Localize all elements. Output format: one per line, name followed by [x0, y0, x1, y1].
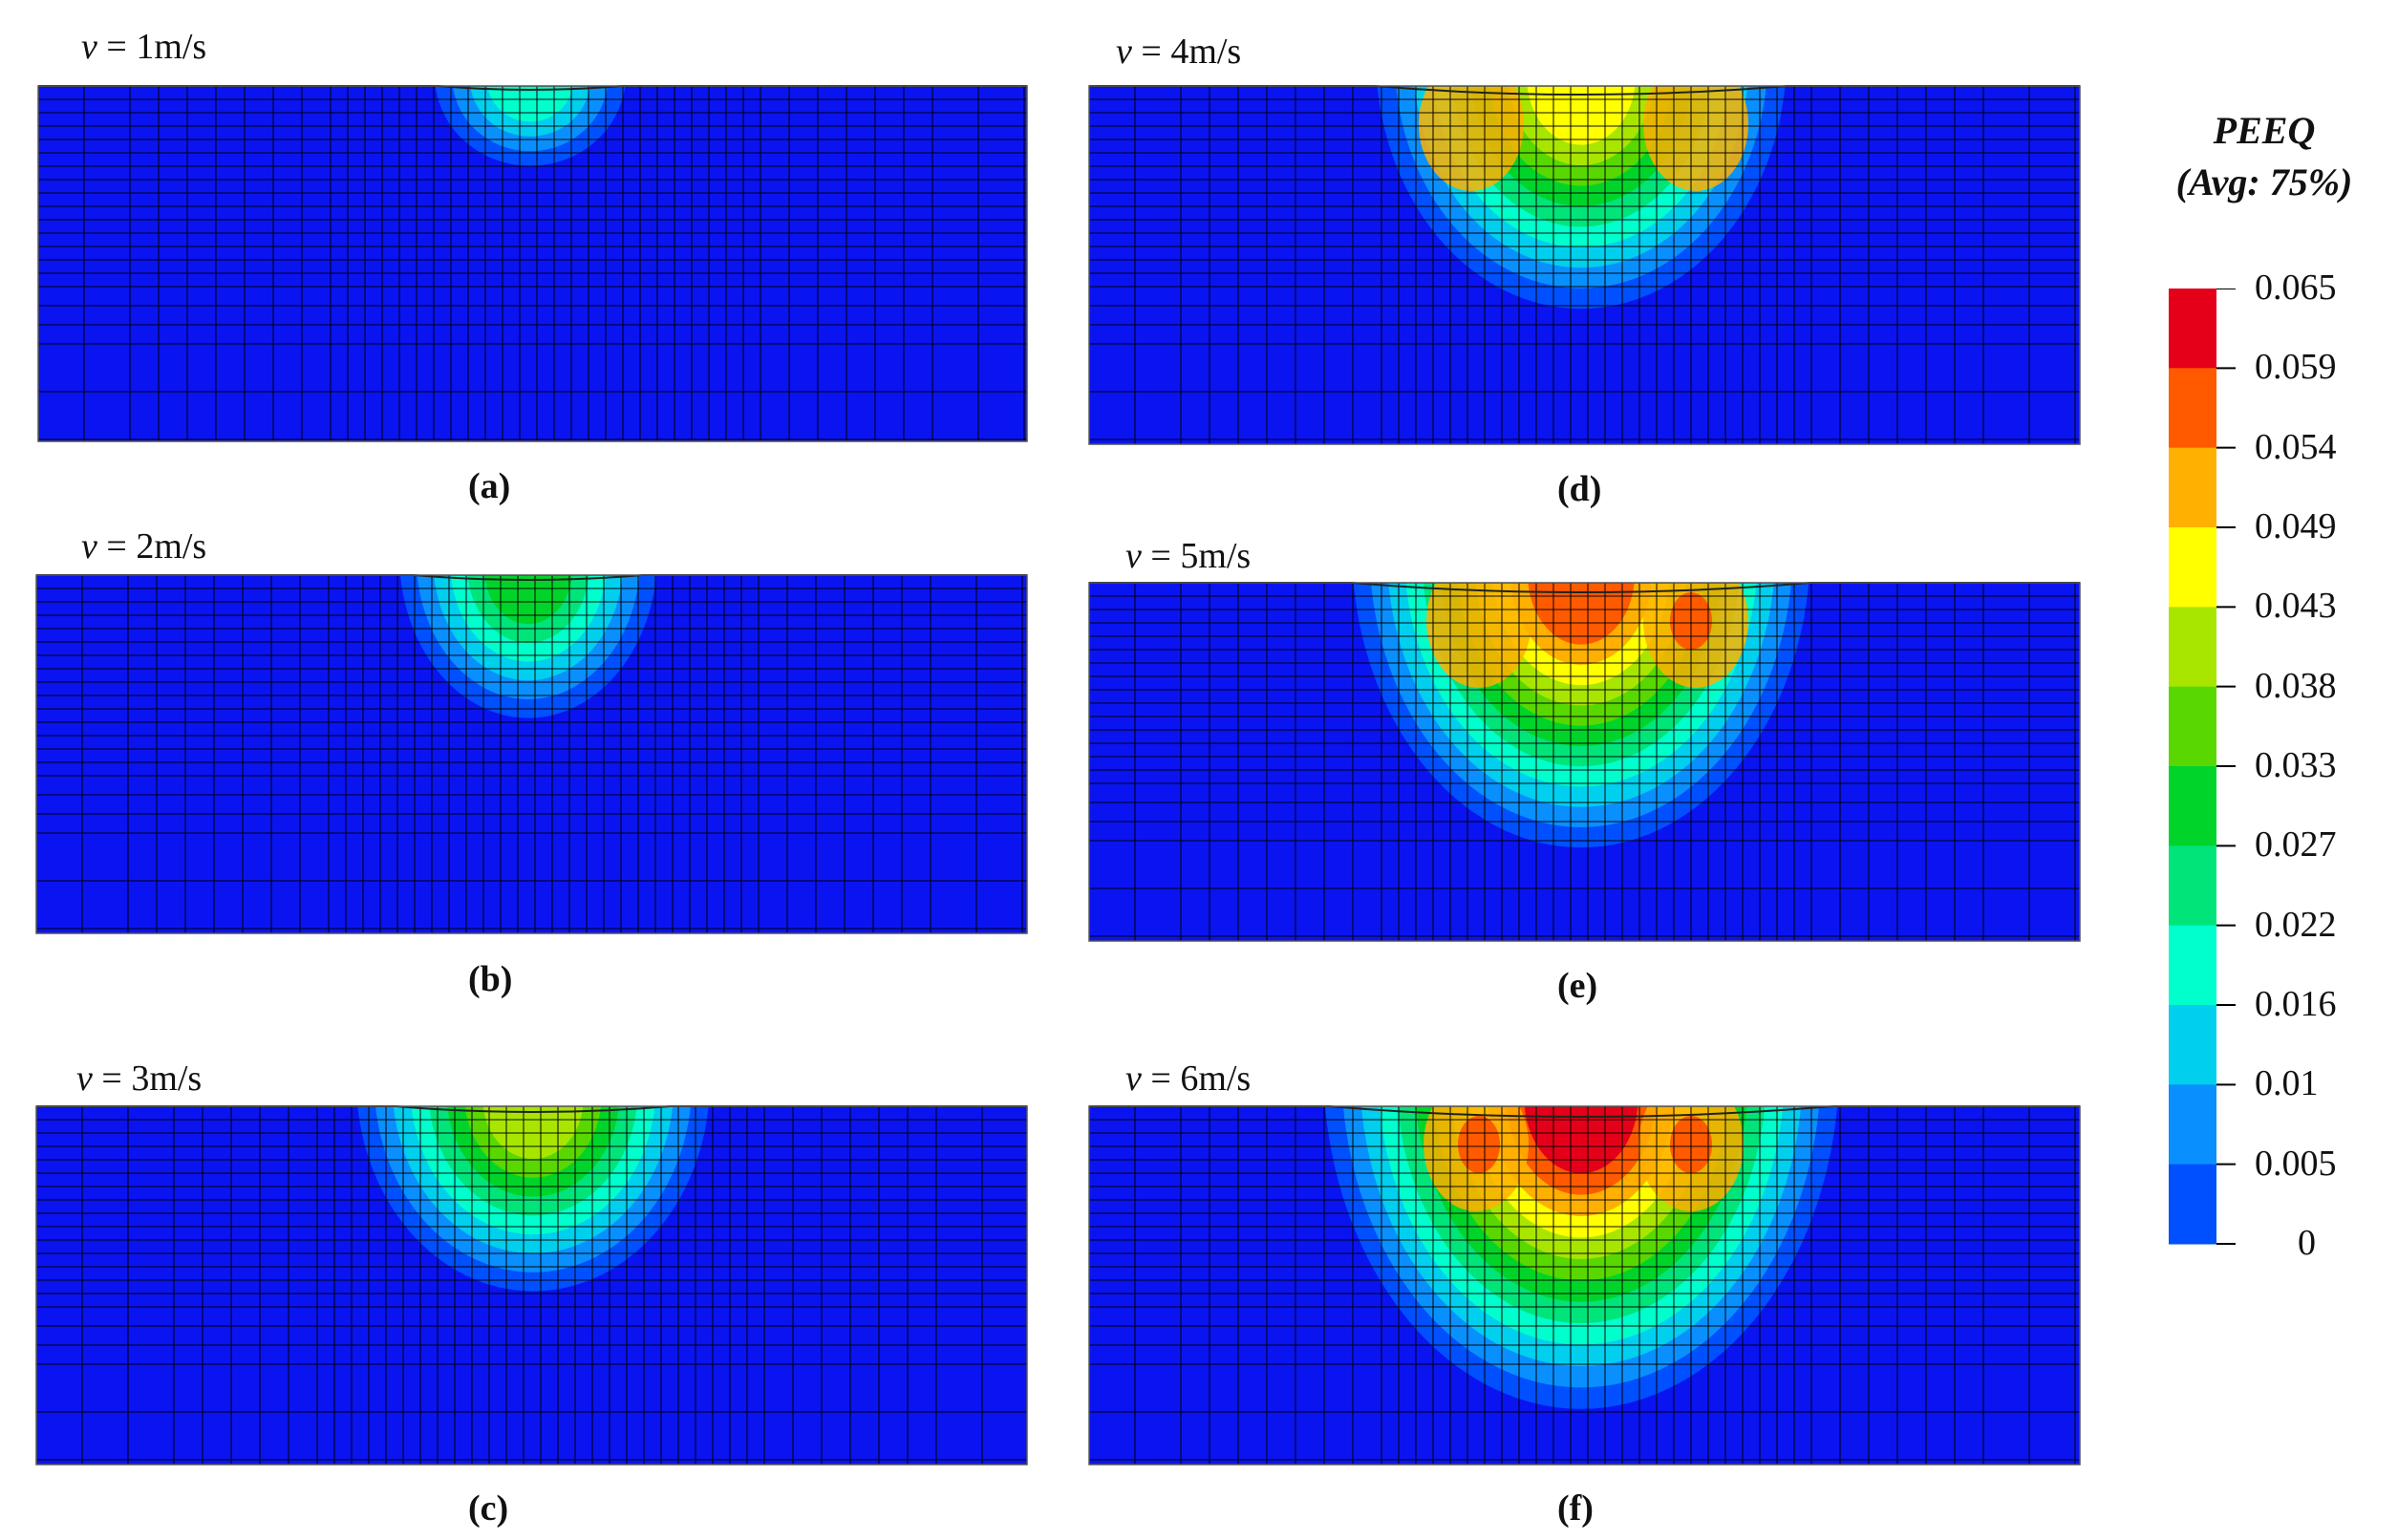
velocity-value: 6m/s — [1180, 1059, 1252, 1099]
panel-caption-a: (a) — [468, 466, 511, 506]
legend-swatch — [2169, 766, 2216, 846]
contour-band — [1528, 583, 1635, 645]
velocity-value: 4m/s — [1170, 32, 1242, 72]
contour-band — [482, 1106, 584, 1160]
contour-band — [487, 86, 573, 122]
legend-swatch — [2169, 1164, 2216, 1245]
legend-swatch — [2169, 1084, 2216, 1166]
panel-caption-f: (f) — [1557, 1488, 1594, 1529]
equals-sign: = — [96, 526, 137, 567]
contour-band — [484, 575, 572, 625]
velocity-value: 3m/s — [131, 1059, 203, 1099]
legend-tick-label: 0 — [2298, 1223, 2316, 1263]
legend-swatch — [2169, 527, 2216, 608]
velocity-symbol: v — [76, 1059, 93, 1099]
impact-surface — [1089, 85, 2080, 96]
peeq-contour-plot-a — [37, 85, 1028, 442]
equals-sign: = — [1131, 32, 1171, 72]
equals-sign: = — [92, 1059, 132, 1099]
plot-border — [35, 1105, 1028, 1465]
legend-swatch — [2169, 368, 2216, 449]
legend-tick-label: 0.043 — [2255, 586, 2337, 627]
legend-tick-label: 0.016 — [2255, 984, 2337, 1024]
contour-band — [1527, 86, 1636, 145]
plot-border — [37, 85, 1028, 442]
legend-swatch — [2169, 686, 2216, 767]
panel-caption-e: (e) — [1557, 966, 1598, 1006]
peak-spot — [1458, 1116, 1500, 1173]
velocity-value: 1m/s — [136, 27, 207, 67]
legend-tick-label: 0.005 — [2255, 1143, 2337, 1184]
legend-tick-label: 0.01 — [2255, 1063, 2319, 1104]
legend-title: PEEQ (Avg: 75%) — [2145, 105, 2384, 208]
plot-border — [1088, 582, 2081, 942]
velocity-label-a: v = 1m/s — [81, 29, 206, 65]
legend-tick-label: 0.059 — [2255, 347, 2337, 388]
legend-swatch — [2169, 289, 2216, 369]
impact-surface — [38, 85, 1027, 91]
hot-spot — [1643, 86, 1748, 191]
color-legend-bar — [2169, 289, 2236, 1245]
velocity-label-b: v = 2m/s — [81, 528, 206, 565]
legend-tick-label: 0.027 — [2255, 824, 2337, 866]
velocity-symbol: v — [1125, 1059, 1142, 1099]
legend-swatch — [2169, 845, 2216, 927]
hot-spot — [1426, 583, 1531, 688]
velocity-symbol: v — [81, 27, 97, 67]
legend-swatch — [2169, 607, 2216, 688]
legend-swatch — [2169, 925, 2216, 1006]
contour-band — [1524, 1106, 1638, 1174]
plot-border — [1088, 85, 2081, 445]
legend-tick-label: 0.033 — [2255, 745, 2337, 785]
hot-spot — [1419, 86, 1524, 191]
legend-title-line2: (Avg: 75%) — [2175, 160, 2353, 203]
panel-caption-c: (c) — [468, 1488, 509, 1529]
panel-caption-b: (b) — [468, 959, 513, 999]
equals-sign: = — [1141, 536, 1181, 576]
legend-tick-label: 0.022 — [2255, 904, 2337, 945]
velocity-symbol: v — [1116, 32, 1132, 72]
peeq-contour-plot-e — [1088, 582, 2081, 942]
velocity-label-e: v = 5m/s — [1125, 538, 1251, 574]
impact-surface — [1089, 582, 2080, 593]
plot-border — [35, 574, 1028, 934]
legend-tick-label: 0.054 — [2255, 426, 2337, 467]
peeq-contour-plot-c — [35, 1105, 1028, 1465]
impact-surface — [36, 574, 1027, 581]
velocity-value: 2m/s — [136, 526, 207, 567]
equals-sign: = — [96, 27, 137, 67]
equals-sign: = — [1141, 1059, 1181, 1099]
legend-swatch — [2169, 1005, 2216, 1085]
velocity-symbol: v — [1125, 536, 1142, 576]
legend-tick-label: 0.065 — [2255, 267, 2337, 308]
peeq-contour-plot-f — [1088, 1105, 2081, 1465]
velocity-label-d: v = 4m/s — [1116, 33, 1241, 70]
peeq-contour-plot-b — [35, 574, 1028, 934]
impact-surface — [36, 1105, 1027, 1113]
velocity-label-f: v = 6m/s — [1125, 1060, 1251, 1097]
velocity-symbol: v — [81, 526, 97, 567]
legend-tick-label: 0.038 — [2255, 665, 2337, 706]
legend-title-line1: PEEQ — [2213, 109, 2316, 152]
peeq-contour-plot-d — [1088, 85, 2081, 445]
legend-tick-label: 0.049 — [2255, 506, 2337, 546]
velocity-value: 5m/s — [1180, 536, 1252, 576]
legend-swatch — [2169, 447, 2216, 528]
plot-border — [1088, 1105, 2081, 1465]
impact-surface — [1089, 1105, 2080, 1118]
panel-caption-d: (d) — [1557, 469, 1602, 509]
velocity-label-c: v = 3m/s — [76, 1060, 202, 1097]
